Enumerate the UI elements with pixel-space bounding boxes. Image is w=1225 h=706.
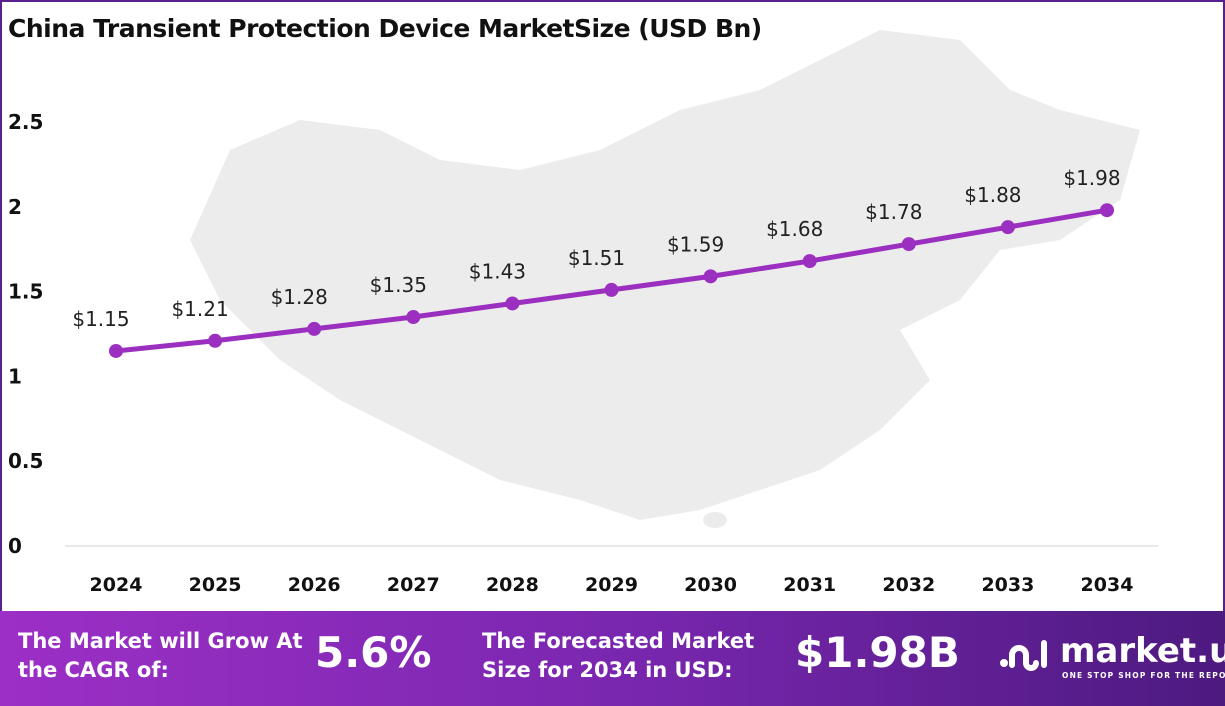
x-tick-label: 2030 — [684, 574, 737, 596]
forecast-value: $1.98B — [795, 628, 960, 677]
data-point — [505, 296, 520, 311]
y-tick-label: 0 — [8, 534, 22, 558]
data-label: $1.21 — [171, 297, 228, 321]
data-label: $1.59 — [667, 232, 724, 256]
cagr-label: The Market will Grow At the CAGR of: — [18, 629, 303, 682]
logo-name: market.us — [1060, 631, 1225, 671]
x-tick-label: 2027 — [387, 574, 440, 596]
summary-banner: The Market will Grow At the CAGR of: 5.6… — [0, 611, 1225, 706]
forecast-label: The Forecasted Market Size for 2034 in U… — [482, 629, 755, 682]
china-map-background — [190, 30, 1140, 528]
cagr-value: 5.6% — [315, 628, 432, 677]
line-chart: 0 0.5 1 1.5 2 2.5 2024 2025 2026 2027 2028 2029 2030… — [8, 30, 1158, 596]
x-tick-label: 2033 — [981, 574, 1034, 596]
logo-icon — [1000, 640, 1047, 671]
data-point — [604, 282, 619, 297]
y-tick-label: 1 — [8, 364, 22, 388]
x-tick-label: 2032 — [882, 574, 935, 596]
data-label: $1.98 — [1063, 166, 1120, 190]
chart-title: China Transient Protection Device Market… — [8, 14, 762, 43]
y-tick-label: 2.5 — [8, 110, 43, 134]
data-label: $1.28 — [271, 285, 328, 309]
data-label: $1.88 — [964, 183, 1021, 207]
x-tick-label: 2028 — [486, 574, 539, 596]
data-label: $1.43 — [469, 259, 526, 283]
x-tick-label: 2025 — [189, 574, 242, 596]
data-label: $1.15 — [72, 307, 129, 331]
data-point — [307, 321, 322, 336]
data-point — [208, 333, 223, 348]
data-label: $1.78 — [865, 200, 922, 224]
data-point — [1100, 203, 1114, 218]
data-point — [1000, 220, 1015, 235]
x-tick-label: 2026 — [288, 574, 341, 596]
y-tick-label: 1.5 — [8, 280, 43, 304]
x-tick-label: 2024 — [90, 574, 143, 596]
x-tick-label: 2031 — [783, 574, 836, 596]
data-label: $1.68 — [766, 217, 823, 241]
x-tick-label: 2029 — [585, 574, 638, 596]
logo-tagline: ONE STOP SHOP FOR THE REPORTS — [1062, 671, 1225, 680]
data-label: $1.35 — [370, 273, 427, 297]
data-point — [703, 269, 718, 284]
data-label: $1.51 — [568, 246, 625, 270]
data-point — [406, 310, 421, 325]
y-tick-label: 2 — [8, 195, 22, 219]
data-point — [802, 254, 817, 269]
x-tick-label: 2034 — [1081, 574, 1134, 596]
data-point — [901, 237, 916, 252]
y-tick-label: 0.5 — [8, 449, 43, 473]
data-point — [109, 343, 123, 358]
